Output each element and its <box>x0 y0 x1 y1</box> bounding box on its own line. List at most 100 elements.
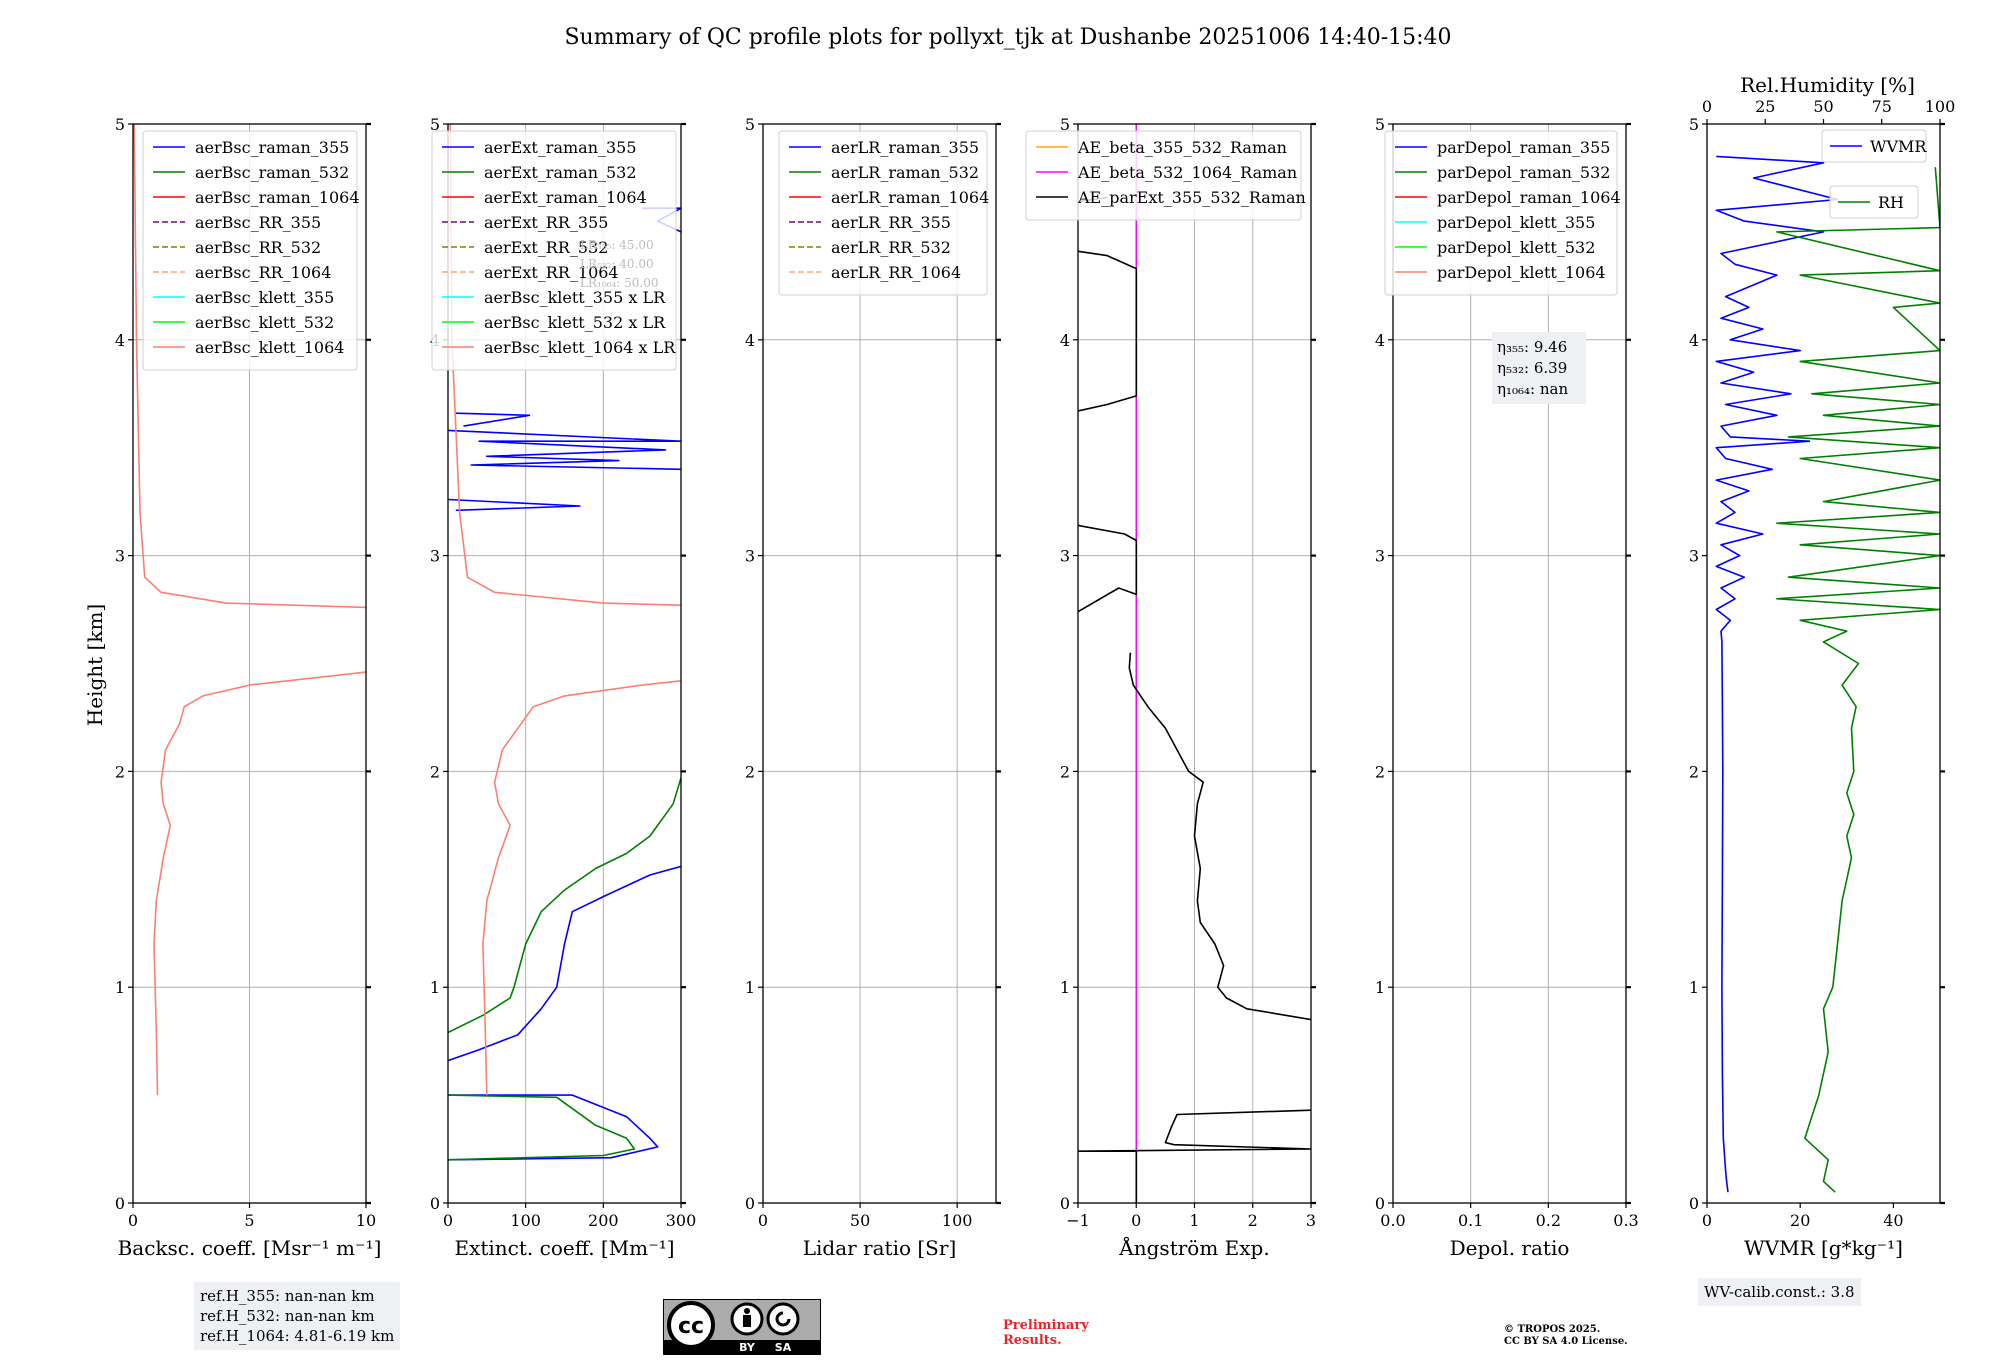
eta-box: η₃₅₅: 9.46 η₅₃₂: 6.39 η₁₀₆₄: nan <box>1492 332 1586 404</box>
y-tick-label: 2 <box>430 762 440 781</box>
x-tick-label: 200 <box>588 1211 619 1230</box>
x-axis-label: Backsc. coeff. [Msr⁻¹ m⁻¹] <box>118 1236 382 1260</box>
legend-entry: aerBsc_klett_532 x LR <box>484 313 666 332</box>
legend-entry: aerBsc_RR_1064 <box>195 263 331 282</box>
legend-entry: aerLR_raman_532 <box>831 163 979 182</box>
ref-heights-box: ref.H_355: nan-nan km ref.H_532: nan-nan… <box>194 1282 401 1350</box>
series-line-AE_parExt_355_532_Raman <box>1078 1109 1311 1203</box>
legend-entry: aerExt_RR_532 <box>484 238 608 257</box>
legend-entry: aerLR_RR_1064 <box>831 263 961 282</box>
panel-frame <box>447 123 682 1204</box>
y-tick-label: 2 <box>1689 762 1699 781</box>
series-line-RH <box>1776 167 1940 1193</box>
y-axis-label: Height [km] <box>83 604 107 726</box>
sa-share-icon <box>766 1302 800 1336</box>
cc-by-sa-badge: cc BY SA <box>663 1299 821 1355</box>
legend-entry: aerBsc_klett_355 <box>195 288 334 307</box>
cc-icon: cc <box>667 1301 715 1349</box>
copyright-note: © TROPOS 2025. CC BY SA 4.0 License. <box>1504 1324 1628 1348</box>
eta-label: η₃₅₅: 9.46 <box>1497 338 1567 356</box>
y-tick-label: 5 <box>1060 115 1070 134</box>
x-tick-label: 0 <box>128 1211 138 1230</box>
y-tick-label: 3 <box>745 547 755 566</box>
series-line-aerBsc_klett_1064 <box>133 124 366 609</box>
y-tick-label: 5 <box>115 115 125 134</box>
series-line-aerExt_raman_355 <box>448 498 581 512</box>
panel-depol: 0.0 0.1 0.2 0.3 0 1 2 3 4 5 Depol. ratio parDepol_r… <box>1375 115 1639 1260</box>
legend-entry: AE_parExt_355_532_Raman <box>1077 188 1306 207</box>
y-tick-label: 3 <box>115 547 125 566</box>
series-line-aerExt_raman_355 <box>455 412 531 427</box>
x-tick-label: 3 <box>1306 1211 1316 1230</box>
y-tick-label: 3 <box>430 547 440 566</box>
copyright-line-1: © TROPOS 2025. <box>1504 1324 1601 1335</box>
x-tick-label: 20 <box>1790 1211 1810 1230</box>
legend-entry: parDepol_klett_532 <box>1437 238 1595 257</box>
x-axis-label: Depol. ratio <box>1450 1236 1570 1260</box>
panel-backscatter: 0 5 10 0 1 2 3 4 5 Backsc. coeff. [Msr⁻¹ m⁻¹] aerB… <box>115 115 382 1260</box>
x-tick-label: 100 <box>510 1211 541 1230</box>
y-tick-label: 1 <box>430 978 440 997</box>
preliminary-line-1: Preliminary <box>1003 1318 1089 1333</box>
y-tick-label: 5 <box>1375 115 1385 134</box>
y-tick-label: 2 <box>745 762 755 781</box>
legend-box <box>778 130 988 296</box>
series-line-aerExt_raman_355 <box>448 865 681 1062</box>
legend-entry: aerLR_raman_355 <box>831 138 979 157</box>
legend: aerBsc_raman_355 aerBsc_raman_532 aerBsc_r… <box>142 130 360 371</box>
panel-frame <box>1392 123 1627 1204</box>
eta-label: η₅₃₂: 6.39 <box>1497 359 1567 377</box>
y-tick-label: 3 <box>1689 547 1699 566</box>
series-line-AE_parExt_355_532_Raman <box>1078 250 1138 412</box>
series-line-aerExt_raman_532 <box>448 1094 636 1161</box>
legend: AE_beta_355_532_Raman AE_beta_532_1064_Ra… <box>1025 130 1306 221</box>
legend: aerLR_raman_355 aerLR_raman_532 aerLR_rama… <box>778 130 989 296</box>
chart-title: Summary of QC profile plots for pollyxt_… <box>564 25 1451 50</box>
eta-label: η₁₀₆₄: nan <box>1497 380 1568 398</box>
series-line-WVMR <box>1715 155 1839 1193</box>
y-tick-label: 3 <box>1375 547 1385 566</box>
series-line-aerExt_raman_355 <box>448 1094 659 1161</box>
legend-entry: RH <box>1878 193 1904 212</box>
legend-entry: aerLR_raman_1064 <box>831 188 989 207</box>
legend-entry: aerBsc_klett_532 <box>195 313 334 332</box>
x-tick-label: 0 <box>1702 1211 1712 1230</box>
legend-entry: aerBsc_klett_355 x LR <box>484 288 666 307</box>
legend-box <box>1384 130 1618 296</box>
y-tick-label: 0 <box>1375 1194 1385 1213</box>
x-tick-label: 0 <box>758 1211 768 1230</box>
top-x-tick-label: 0 <box>1702 97 1712 116</box>
y-tick-label: 4 <box>1689 331 1699 350</box>
legend-entry: aerLR_RR_532 <box>831 238 951 257</box>
top-x-axis-label: Rel.Humidity [%] <box>1740 73 1915 97</box>
x-tick-label: 2 <box>1248 1211 1258 1230</box>
legend-rh: RH <box>1829 185 1919 219</box>
x-tick-label: 0.0 <box>1380 1211 1405 1230</box>
y-tick-label: 1 <box>745 978 755 997</box>
series-group <box>133 124 366 1096</box>
preliminary-note: Preliminary Results. <box>1003 1318 1089 1348</box>
top-x-tick-label: 50 <box>1813 97 1833 116</box>
legend-wvmr: WVMR <box>1821 129 1927 163</box>
legend-entry: AE_beta_532_1064_Raman <box>1077 163 1297 182</box>
panel-wvmr: 0 20 40 0 1 2 3 4 5 WVMR [g*kg⁻¹] 0 25 50 75 100 Rel.Hu… <box>1689 73 1955 1260</box>
legend: parDepol_raman_355 parDepol_raman_532 parD… <box>1384 130 1621 296</box>
ref-height-355: ref.H_355: nan-nan km <box>200 1287 375 1305</box>
legend-entry: aerBsc_raman_355 <box>195 138 349 157</box>
x-axis-label: Extinct. coeff. [Mm⁻¹] <box>454 1236 674 1260</box>
legend-entry: aerExt_RR_1064 <box>484 263 619 282</box>
preliminary-line-2: Results. <box>1003 1333 1062 1348</box>
panel-extinction: 0100200300012345Extinct. coeff. [Mm⁻¹]ae… <box>430 115 696 1260</box>
y-tick-label: 1 <box>1375 978 1385 997</box>
series-line-aerBsc_klett_1064 x LR <box>482 680 681 1096</box>
series-line-AE_parExt_355_532_Raman <box>1128 652 1311 1021</box>
legend-entry: parDepol_raman_1064 <box>1437 188 1621 207</box>
legend: aerExt_raman_355 aerExt_raman_532 aerExt_r… <box>431 130 677 371</box>
legend-box <box>1025 130 1302 221</box>
legend-entry: WVMR <box>1870 137 1927 156</box>
legend-entry: aerBsc_RR_532 <box>195 238 321 257</box>
y-tick-label: 0 <box>1689 1194 1699 1213</box>
x-tick-label: 0 <box>443 1211 453 1230</box>
y-tick-label: 1 <box>1689 978 1699 997</box>
